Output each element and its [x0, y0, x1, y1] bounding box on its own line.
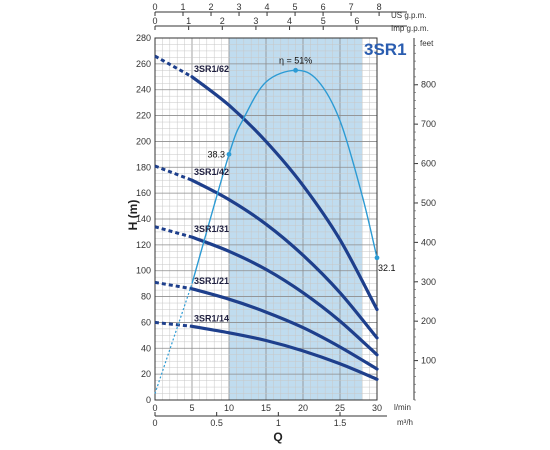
y-tick-label: 280 — [136, 33, 151, 43]
tick-labels: 0204060801001201401601802002202402602800… — [136, 2, 436, 428]
bottom-axis2-unit: m³/h — [397, 418, 413, 427]
top-axis2-tick-label: 5 — [321, 16, 326, 26]
x-tick-label: 20 — [298, 403, 308, 413]
right-tick-label: 600 — [421, 159, 436, 169]
curve-label: 3SR1/42 — [194, 167, 229, 177]
y-tick-label: 140 — [136, 214, 151, 224]
top-axis1-tick-label: 3 — [237, 2, 242, 12]
chart-title: 3SR1 — [364, 40, 407, 59]
top-axis1-tick-label: 2 — [209, 2, 214, 12]
head-curve — [190, 324, 379, 381]
y-tick-label: 200 — [136, 136, 151, 146]
curve-label: 3SR1/14 — [194, 313, 229, 323]
head-curves — [154, 54, 379, 381]
top-axis1-tick-label: 0 — [152, 2, 157, 12]
head-curve — [190, 178, 379, 340]
curve-label: 3SR1/21 — [194, 276, 229, 286]
right-tick-label: 200 — [421, 316, 436, 326]
head-curve — [190, 287, 379, 371]
efficiency-label: η = 51% — [279, 55, 312, 65]
right-tick-label: 100 — [421, 356, 436, 366]
efficiency-label: 38.3 — [207, 149, 225, 159]
head-curve-dashed — [154, 164, 193, 182]
y-tick-label: 220 — [136, 111, 151, 121]
bottom-axis2-tick-label: 1 — [276, 418, 281, 428]
right-axis-unit: feet — [420, 39, 434, 48]
efficiency-curve-dashed — [154, 283, 193, 394]
x-tick-label: 10 — [224, 403, 234, 413]
efficiency-curve — [154, 67, 380, 394]
top-axis2-tick-label: 1 — [186, 16, 191, 26]
right-tick-label: 500 — [421, 198, 436, 208]
top-axis1-unit: US g.p.m. — [391, 11, 427, 20]
bottom-axis-unit: l/min — [394, 403, 411, 412]
y-tick-label: 120 — [136, 240, 151, 250]
top-axis2-tick-label: 6 — [354, 16, 359, 26]
right-tick-label: 300 — [421, 277, 436, 287]
bottom-axis2-tick-label: 0 — [152, 418, 157, 428]
head-curve-dashed — [154, 280, 193, 291]
efficiency-point — [293, 67, 298, 73]
x-tick-label: 30 — [372, 403, 382, 413]
top-axis2-tick-label: 2 — [220, 16, 225, 26]
efficiency-label: 32.1 — [378, 263, 396, 273]
y-tick-label: 20 — [141, 369, 151, 379]
y-tick-label: 260 — [136, 59, 151, 69]
head-curve — [190, 75, 379, 312]
y-axis-title: H (m) — [126, 200, 140, 231]
bottom-axis2-tick-label: 1.5 — [334, 418, 347, 428]
top-axis2-tick-label: 4 — [287, 16, 292, 26]
curve-label: 3SR1/31 — [194, 224, 229, 234]
efficiency-point — [226, 151, 232, 157]
x-tick-label: 15 — [261, 403, 271, 413]
y-tick-label: 0 — [146, 395, 151, 405]
top-axis2-tick-label: 0 — [152, 16, 157, 26]
top-axis1-tick-label: 4 — [265, 2, 270, 12]
top-axis1-tick-label: 8 — [377, 2, 382, 12]
top-axis2-unit: Imp g.p.m. — [391, 24, 429, 33]
right-tick-label: 400 — [421, 237, 436, 247]
y-tick-label: 240 — [136, 85, 151, 95]
x-tick-label: 25 — [335, 403, 345, 413]
y-tick-label: 40 — [141, 343, 151, 353]
y-tick-label: 160 — [136, 188, 151, 198]
right-tick-label: 800 — [421, 80, 436, 90]
plot-frame — [154, 37, 378, 401]
right-tick-label: 700 — [421, 119, 436, 129]
top-axis1-tick-label: 5 — [293, 2, 298, 12]
y-tick-label: 100 — [136, 266, 151, 276]
bottom-axis2-tick-label: 0.5 — [210, 418, 223, 428]
curve-label: 3SR1/62 — [194, 64, 229, 74]
x-tick-label: 5 — [189, 403, 194, 413]
y-tick-label: 80 — [141, 292, 151, 302]
x-tick-label: 0 — [152, 403, 157, 413]
top-axis2-tick-label: 3 — [253, 16, 258, 26]
head-curve-dashed — [154, 54, 193, 79]
x-axis-title: Q — [273, 430, 282, 444]
head-curve — [190, 235, 379, 357]
head-curve-dashed — [154, 320, 193, 328]
top-axis1-tick-label: 6 — [321, 2, 326, 12]
y-tick-label: 180 — [136, 162, 151, 172]
head-curve-dashed — [154, 225, 193, 239]
y-tick-label: 60 — [141, 317, 151, 327]
top-axis1-tick-label: 1 — [181, 2, 186, 12]
efficiency-point — [374, 255, 380, 261]
top-axis1-tick-label: 7 — [349, 2, 354, 12]
annotations: 3SR1/62 3SR1/42 3SR1/31 3SR1/21 3SR1/14 38.3 η… — [194, 55, 396, 323]
